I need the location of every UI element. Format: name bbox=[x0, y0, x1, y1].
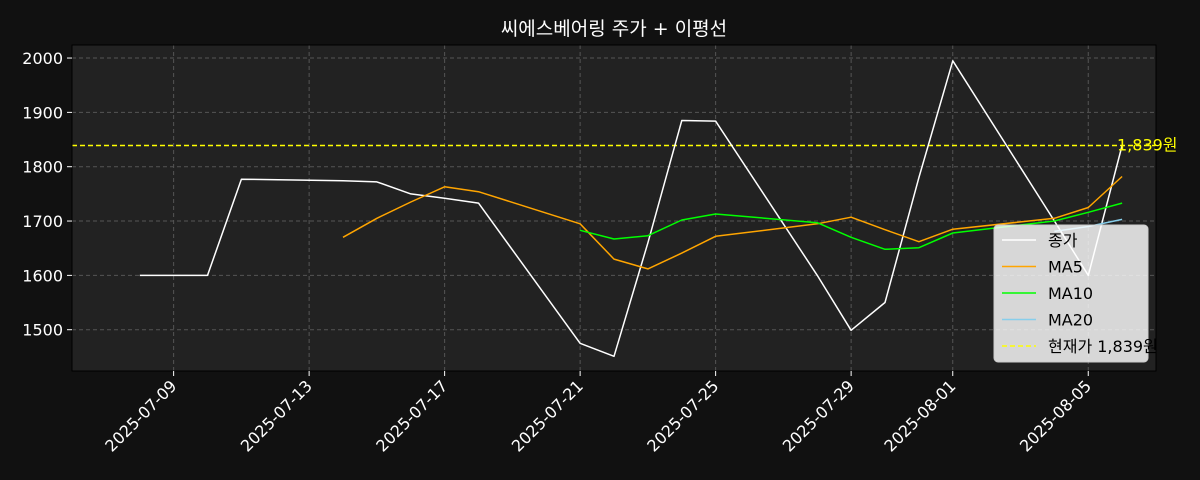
plot-area bbox=[72, 45, 1156, 371]
legend-label: 현재가 1,839원 bbox=[1048, 337, 1158, 356]
legend-label: 종가 bbox=[1048, 231, 1078, 250]
y-tick-label: 1700 bbox=[22, 212, 63, 231]
chart-title: 씨에스베어링 주가 + 이평선 bbox=[501, 18, 727, 40]
legend-box bbox=[993, 224, 1149, 363]
legend-label: MA5 bbox=[1048, 258, 1083, 277]
y-tick-label: 1500 bbox=[22, 321, 63, 340]
plot-frame bbox=[71, 44, 1157, 372]
y-tick-label: 2000 bbox=[22, 49, 63, 68]
y-tick-label: 1800 bbox=[22, 158, 63, 177]
series-line-ma10 bbox=[579, 202, 1123, 251]
legend-label: MA10 bbox=[1048, 284, 1093, 303]
legend: 종가 MA5 MA10 MA20 현재가 1,839원 bbox=[993, 224, 1158, 363]
legend-label: MA20 bbox=[1048, 311, 1093, 330]
series-line-종가 bbox=[139, 60, 1123, 358]
y-axis: 1500 1600 1700 1800 1900 2000 bbox=[22, 49, 72, 340]
y-tick-label: 1600 bbox=[22, 266, 63, 285]
series-line-ma5 bbox=[342, 175, 1123, 270]
y-tick-label: 1900 bbox=[22, 103, 63, 122]
current-price-label: 1,839원 bbox=[1117, 136, 1178, 155]
